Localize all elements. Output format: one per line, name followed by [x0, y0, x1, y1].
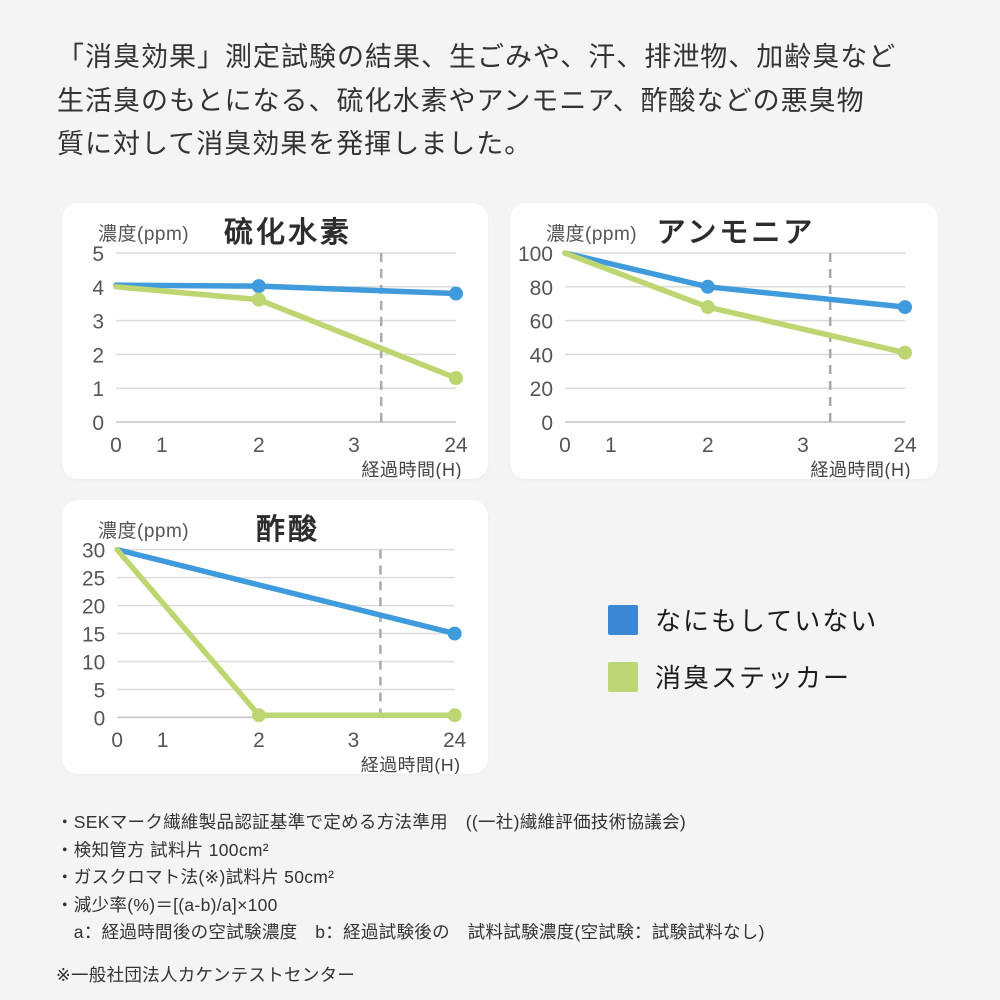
chart-title-ammonia: アンモニア [656, 217, 816, 249]
svg-text:2: 2 [92, 344, 104, 367]
svg-text:20: 20 [82, 596, 105, 619]
svg-text:0: 0 [541, 412, 553, 435]
svg-text:40: 40 [530, 344, 553, 367]
note-line: ・ガスクロマト法(※)試料片 50cm² [56, 867, 335, 887]
svg-text:25: 25 [82, 568, 105, 591]
chart-legend: なにもしていない 消臭ステッカー [608, 601, 878, 715]
y-axis-unit-label: 濃度(ppm) [98, 224, 190, 245]
legend-label-untreated: なにもしていない [655, 606, 879, 636]
svg-text:0: 0 [92, 412, 104, 435]
chart-card-acetic-acid: 濃度(ppm) 酢酸 0 5 10 15 20 25 30 0 1 2 3 24 経過時間(H) [62, 500, 488, 774]
chart-card-hydrogen-sulfide: 濃度(ppm) 硫化水素 0 1 2 3 4 5 0 1 2 3 24 経過時間(H) [62, 203, 488, 479]
svg-text:1: 1 [156, 434, 168, 457]
note-line: a：経過時間後の空試験濃度 b：経過試験後の 試料試験濃度(空試験：試験試料なし… [56, 922, 765, 942]
line-chart-ammonia: 0 20 40 60 80 100 0 1 2 3 24 経過時間(H) [518, 243, 917, 479]
svg-text:1: 1 [605, 434, 617, 457]
chart-card-ammonia: 濃度(ppm) アンモニア 0 20 40 60 80 100 0 1 2 3 24 経過時間(H) [510, 203, 938, 479]
chart-title-acetic-acid: 酢酸 [255, 514, 320, 546]
chart-title-hydrogen-sulfide: 硫化水素 [223, 217, 352, 249]
svg-text:60: 60 [530, 311, 553, 334]
svg-text:4: 4 [92, 277, 104, 300]
svg-text:1: 1 [92, 378, 104, 401]
svg-text:3: 3 [348, 434, 360, 457]
svg-text:5: 5 [92, 243, 104, 266]
line-chart-acetic-acid: 0 5 10 15 20 25 30 0 1 2 3 24 経過時間(H) [82, 540, 466, 774]
line-chart-hydrogen-sulfide: 0 1 2 3 4 5 0 1 2 3 24 経過時間(H) [92, 243, 468, 479]
svg-text:20: 20 [530, 378, 553, 401]
svg-text:0: 0 [94, 707, 106, 730]
svg-text:80: 80 [530, 277, 553, 300]
svg-text:0: 0 [111, 729, 123, 752]
heading-text: 「消臭効果」測定試験の結果、生ごみや、汗、排泄物、加齢臭など 生活臭のもとになる… [57, 42, 897, 160]
test-method-notes: ・SEKマーク繊維製品認証基準で定める方法準用 ((一社)繊維評価技術協議会) … [56, 809, 956, 989]
svg-text:2: 2 [253, 729, 265, 752]
note-footnote: ※一般社団法人カケンテストセンター [56, 964, 356, 985]
legend-swatch-green [608, 661, 638, 692]
svg-text:3: 3 [92, 311, 104, 334]
svg-text:0: 0 [559, 434, 571, 457]
svg-text:10: 10 [82, 651, 105, 674]
note-line: ・SEKマーク繊維製品認証基準で定める方法準用 ((一社)繊維評価技術協議会) [56, 812, 687, 832]
svg-text:0: 0 [110, 434, 122, 457]
svg-text:3: 3 [348, 729, 360, 752]
legend-swatch-blue [608, 604, 638, 635]
svg-text:100: 100 [518, 243, 553, 266]
svg-text:経過時間(H): 経過時間(H) [811, 460, 912, 479]
legend-item-untreated: なにもしていない [608, 601, 878, 638]
svg-text:経過時間(H): 経過時間(H) [361, 755, 461, 774]
svg-text:2: 2 [253, 434, 265, 457]
legend-item-deodorant-sticker: 消臭ステッカー [608, 658, 878, 695]
svg-text:24: 24 [893, 434, 917, 457]
svg-text:経過時間(H): 経過時間(H) [362, 460, 463, 479]
y-axis-unit-label: 濃度(ppm) [98, 521, 190, 542]
note-line: ・減少率(%)＝[(a-b)/a]×100 [56, 894, 278, 915]
svg-text:24: 24 [443, 729, 466, 752]
svg-text:3: 3 [797, 434, 809, 457]
note-line: ・検知管方 試料片 100cm² [56, 839, 269, 860]
y-axis-unit-label: 濃度(ppm) [546, 224, 638, 245]
legend-label-deodorant-sticker: 消臭ステッカー [655, 663, 852, 693]
svg-text:1: 1 [157, 729, 169, 752]
svg-text:30: 30 [82, 540, 105, 563]
svg-text:24: 24 [444, 434, 468, 457]
svg-text:5: 5 [94, 679, 106, 702]
svg-text:2: 2 [702, 434, 714, 457]
svg-text:15: 15 [82, 623, 105, 646]
